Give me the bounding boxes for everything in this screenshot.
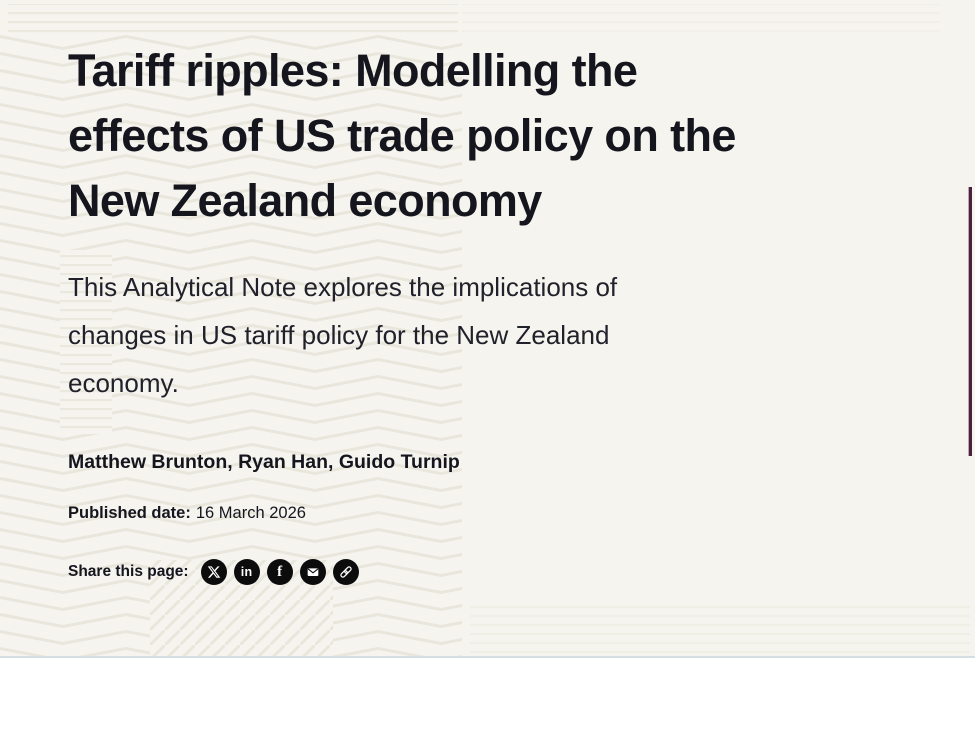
- facebook-glyph: f: [277, 563, 283, 580]
- facebook-icon[interactable]: f: [266, 559, 293, 585]
- page-title: Tariff ripples: Modelling the effects of…: [68, 38, 905, 233]
- hero-content: Tariff ripples: Modelling the effects of…: [68, 38, 905, 585]
- published-date-label: Published date:: [68, 504, 191, 522]
- content-area-below-banner: [0, 658, 975, 729]
- page-title-line: Tariff ripples: Modelling the: [68, 45, 638, 96]
- article-hero-banner: Tariff ripples: Modelling the effects of…: [0, 0, 975, 658]
- share-label: Share this page:: [68, 563, 189, 580]
- page-title-line: New Zealand economy: [68, 175, 542, 226]
- page-title-line: effects of US trade policy on the: [68, 110, 736, 161]
- published-date: Published date: 16 March 2026: [68, 504, 905, 523]
- copy-link-icon[interactable]: [332, 559, 359, 585]
- x-icon[interactable]: [200, 559, 227, 585]
- article-summary-line: changes in US tariff policy for the New …: [68, 320, 610, 350]
- linkedin-icon[interactable]: in: [233, 559, 260, 585]
- article-summary-line: economy.: [68, 368, 179, 398]
- share-row: Share this page: in f: [68, 559, 905, 585]
- article-summary-line: This Analytical Note explores the implic…: [68, 272, 618, 302]
- email-icon[interactable]: [299, 559, 326, 585]
- scrollbar-thumb[interactable]: [969, 187, 972, 456]
- article-authors: Matthew Brunton, Ryan Han, Guido Turnip: [68, 451, 460, 473]
- linkedin-glyph: in: [240, 564, 253, 579]
- published-date-value: 16 March 2026: [195, 504, 306, 522]
- article-summary: This Analytical Note explores the implic…: [68, 263, 905, 407]
